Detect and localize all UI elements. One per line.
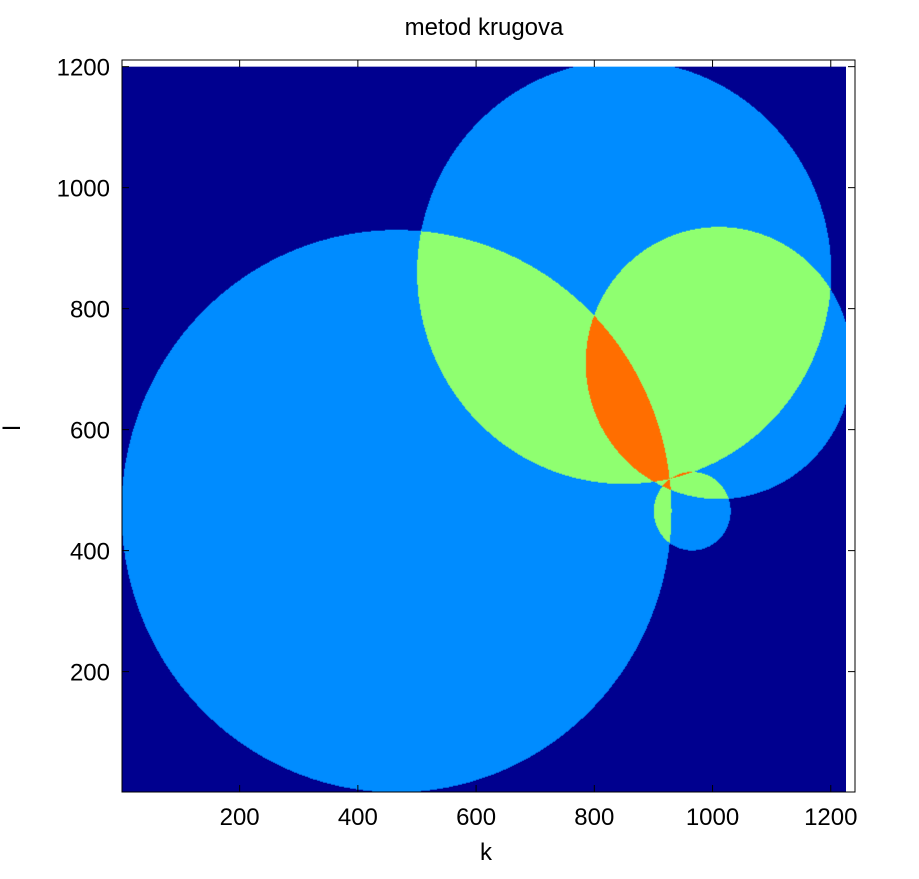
x-tick-label: 1200 — [804, 804, 857, 831]
x-tick-label: 600 — [456, 804, 496, 831]
x-tick-label: 1000 — [686, 804, 739, 831]
y-tick-label: 1000 — [57, 176, 110, 203]
axes-frame — [121, 59, 856, 793]
y-tick-label: 1200 — [57, 55, 110, 82]
y-axis-label: l — [0, 425, 26, 430]
x-tick-label: 800 — [574, 804, 614, 831]
chart-title: metod krugova — [405, 14, 564, 41]
y-tick-label: 600 — [70, 418, 110, 445]
y-tick-label: 200 — [70, 660, 110, 687]
x-tick-label: 400 — [338, 804, 378, 831]
y-tick-labels: 200 400 600 800 1000 1200 — [57, 55, 110, 687]
y-tick-label: 800 — [70, 297, 110, 324]
tick-marks — [122, 60, 855, 792]
x-axis-label: k — [480, 839, 493, 866]
x-tick-labels: 200 400 600 800 1000 1200 — [220, 804, 858, 831]
heatmap-image — [122, 66, 846, 792]
y-tick-label: 400 — [70, 539, 110, 566]
plot-area — [121, 59, 856, 793]
x-tick-label: 200 — [220, 804, 260, 831]
